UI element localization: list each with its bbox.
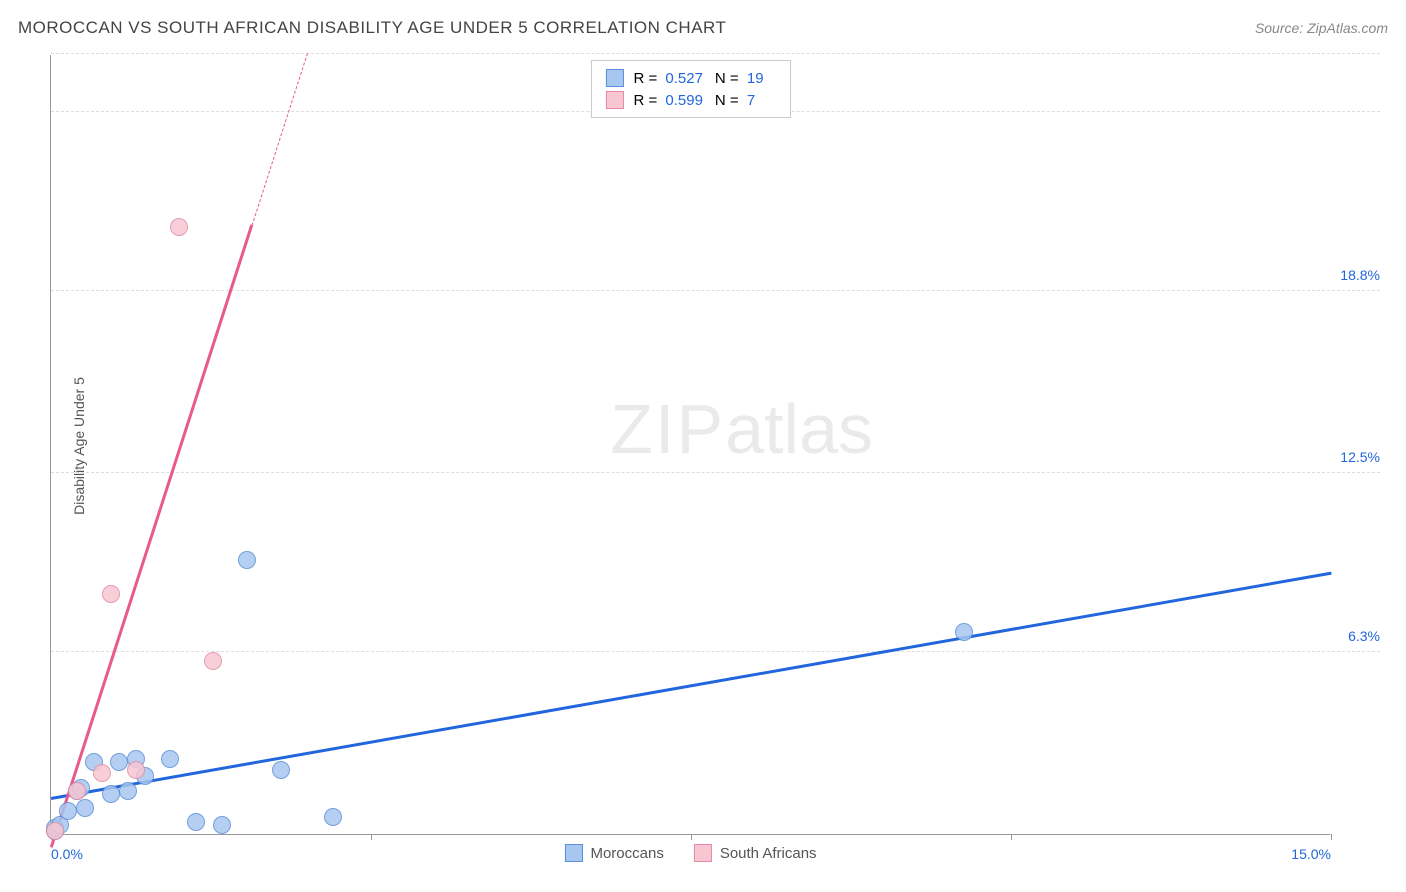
data-point — [213, 816, 231, 834]
data-point — [119, 782, 137, 800]
legend-item: South Africans — [694, 844, 817, 862]
data-point — [93, 764, 111, 782]
legend-label: Moroccans — [590, 845, 663, 862]
gridline — [51, 53, 1380, 54]
data-point — [170, 218, 188, 236]
data-point — [76, 799, 94, 817]
y-tick-label: 12.5% — [1340, 449, 1380, 465]
trend-line — [50, 225, 253, 848]
data-point — [204, 652, 222, 670]
data-point — [102, 585, 120, 603]
series-legend: Moroccans South Africans — [564, 844, 816, 862]
watermark: ZIPatlas — [610, 389, 873, 469]
data-point — [68, 782, 86, 800]
legend-text: R = 0.527N = 19 — [633, 70, 775, 87]
legend-item: Moroccans — [564, 844, 663, 862]
legend-label: South Africans — [720, 845, 817, 862]
data-point — [238, 551, 256, 569]
legend-text: R = 0.599N = 7 — [633, 92, 767, 109]
trend-line — [51, 572, 1331, 800]
x-tick-label: 0.0% — [51, 846, 83, 862]
legend-row: R = 0.527N = 19 — [605, 67, 775, 89]
y-tick-label: 18.8% — [1340, 267, 1380, 283]
chart-title: MOROCCAN VS SOUTH AFRICAN DISABILITY AGE… — [18, 18, 726, 38]
legend-swatch — [605, 69, 623, 87]
y-tick-label: 6.3% — [1348, 628, 1380, 644]
plot-area: ZIPatlas 6.3%12.5%18.8%0.0%15.0%R = 0.52… — [50, 55, 1330, 835]
data-point — [324, 808, 342, 826]
data-point — [955, 623, 973, 641]
legend-swatch — [564, 844, 582, 862]
legend-row: R = 0.599N = 7 — [605, 89, 775, 111]
data-point — [102, 785, 120, 803]
x-tick-label: 15.0% — [1291, 846, 1331, 862]
legend-swatch — [694, 844, 712, 862]
data-point — [272, 761, 290, 779]
x-tick — [691, 834, 692, 840]
x-tick — [371, 834, 372, 840]
data-point — [46, 822, 64, 840]
data-point — [59, 802, 77, 820]
chart-source: Source: ZipAtlas.com — [1255, 20, 1388, 36]
data-point — [110, 753, 128, 771]
gridline — [51, 651, 1380, 652]
data-point — [187, 813, 205, 831]
legend-swatch — [605, 91, 623, 109]
chart-header: MOROCCAN VS SOUTH AFRICAN DISABILITY AGE… — [18, 18, 1388, 38]
x-tick — [1331, 834, 1332, 840]
trend-line-dashed — [251, 53, 307, 225]
data-point — [127, 761, 145, 779]
gridline — [51, 290, 1380, 291]
data-point — [161, 750, 179, 768]
correlation-legend: R = 0.527N = 19 R = 0.599N = 7 — [590, 60, 790, 118]
x-tick — [1011, 834, 1012, 840]
gridline — [51, 472, 1380, 473]
